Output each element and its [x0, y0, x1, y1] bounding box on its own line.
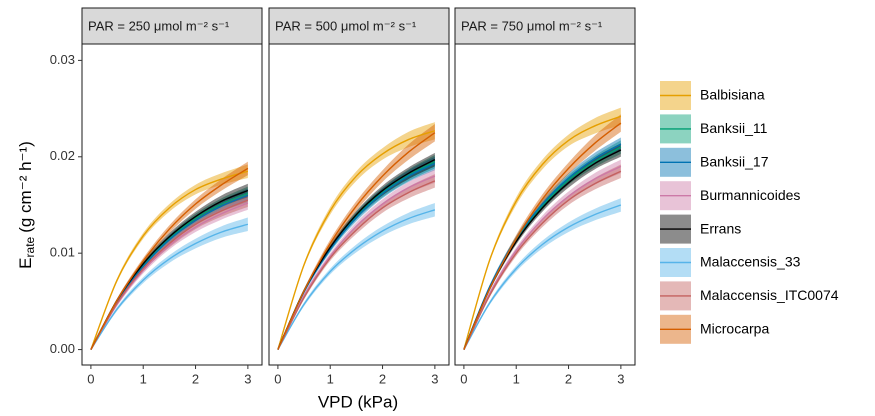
- x-tick-label: 0: [274, 371, 281, 386]
- series-line: [277, 209, 436, 350]
- legend-label: Malaccensis_33: [700, 254, 801, 270]
- series-line: [463, 143, 622, 350]
- legend-label: Banksii_17: [700, 154, 769, 170]
- x-tick-label: 0: [460, 371, 467, 386]
- facet-title: PAR = 750 μmol m⁻² s⁻¹: [461, 18, 603, 33]
- y-tick-label: 0.00: [50, 341, 75, 356]
- confidence-band: [277, 174, 435, 350]
- y-axis-label: Erate (g cm⁻² h⁻¹): [16, 141, 37, 269]
- facet-strip: [454, 7, 636, 45]
- panel-border: [454, 43, 636, 366]
- y-label-main: E: [16, 257, 35, 268]
- facet-title: PAR = 500 μmol m⁻² s⁻¹: [275, 18, 417, 33]
- confidence-band: [463, 198, 621, 350]
- panel-border: [81, 43, 263, 366]
- confidence-band: [463, 164, 621, 350]
- confidence-band: [277, 154, 435, 350]
- x-tick-label: 1: [513, 371, 520, 386]
- y-tick-label: 0.03: [50, 52, 75, 67]
- facet-title: PAR = 250 μmol m⁻² s⁻¹: [88, 18, 230, 33]
- series-line: [277, 132, 436, 350]
- x-tick-label: 3: [617, 371, 624, 386]
- series-line: [277, 180, 436, 350]
- legend-label: Malaccensis_ITC0074: [700, 287, 839, 303]
- series-line: [463, 115, 622, 350]
- series-line: [463, 204, 622, 350]
- x-tick-label: 1: [140, 371, 147, 386]
- series-line: [277, 175, 436, 350]
- confidence-band: [463, 137, 621, 350]
- series-line: [90, 167, 249, 350]
- confidence-band: [90, 161, 248, 350]
- series-line: [90, 170, 249, 350]
- legend-label: Errans: [700, 220, 741, 236]
- panel-border: [268, 43, 450, 366]
- x-tick-label: 3: [431, 371, 438, 386]
- series-line: [90, 223, 249, 350]
- facet-strip: [81, 7, 263, 45]
- facet-strip: [268, 7, 450, 45]
- confidence-band: [463, 140, 621, 350]
- confidence-band: [277, 152, 435, 350]
- legend-label: Balbisiana: [700, 87, 765, 103]
- confidence-band: [277, 156, 435, 350]
- x-tick-label: 3: [244, 371, 251, 386]
- x-axis-label: VPD (kPa): [318, 392, 398, 411]
- series-line: [463, 122, 622, 350]
- confidence-band: [277, 203, 435, 350]
- confidence-band: [277, 124, 435, 350]
- x-tick-label: 1: [327, 371, 334, 386]
- confidence-band: [463, 114, 621, 350]
- confidence-band: [90, 183, 248, 350]
- confidence-band: [90, 196, 248, 350]
- legend-label: Microcarpa: [700, 321, 769, 337]
- y-tick-label: 0.02: [50, 148, 75, 163]
- y-label-subscript: rate: [23, 236, 37, 257]
- series-line: [90, 199, 249, 350]
- x-tick-label: 0: [87, 371, 94, 386]
- y-tick-label: 0.01: [50, 245, 75, 260]
- x-tick-label: 2: [379, 371, 386, 386]
- confidence-band: [90, 217, 248, 350]
- confidence-band: [90, 188, 248, 350]
- series-line: [277, 130, 436, 350]
- legend-label: Burmannicoides: [700, 187, 800, 203]
- series-line: [463, 165, 622, 350]
- x-tick-label: 2: [192, 371, 199, 386]
- y-label-unit: (g cm⁻² h⁻¹): [16, 141, 35, 233]
- confidence-band: [90, 186, 248, 350]
- series-line: [463, 170, 622, 350]
- legend-label: Banksii_11: [700, 120, 768, 136]
- x-tick-label: 2: [565, 371, 572, 386]
